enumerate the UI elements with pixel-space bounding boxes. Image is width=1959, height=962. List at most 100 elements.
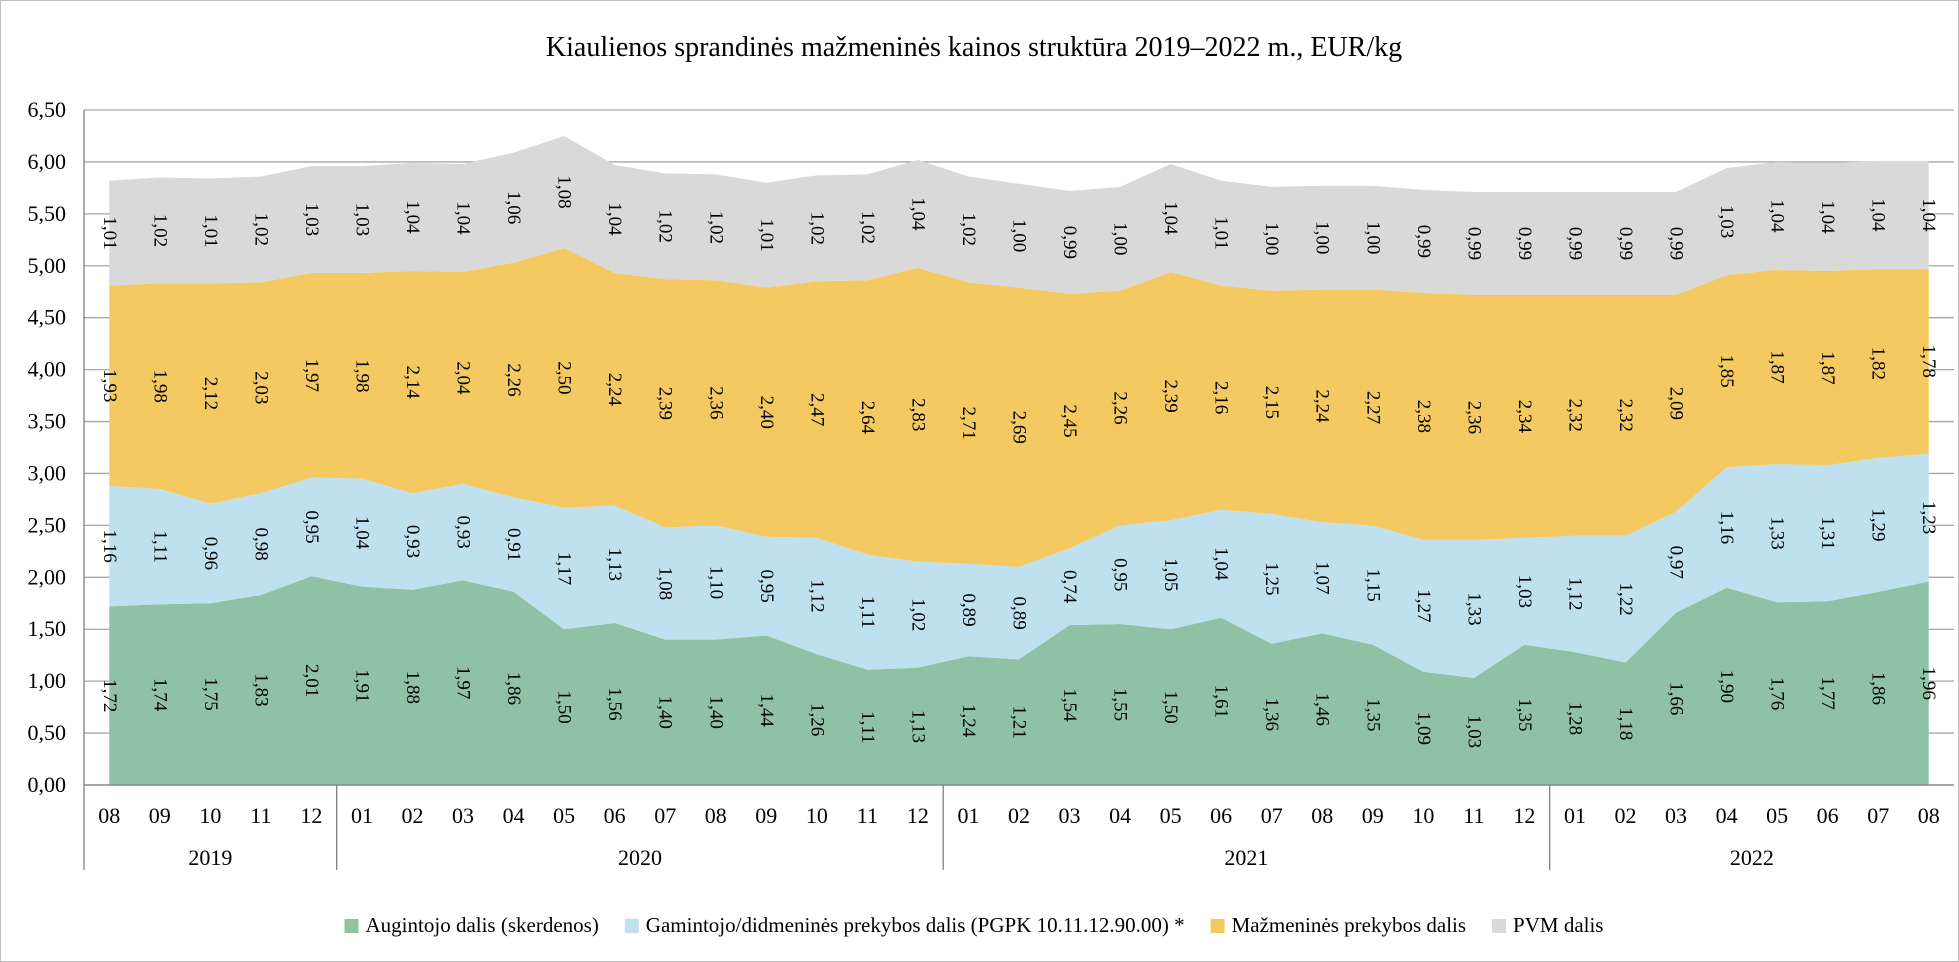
data-label: 1,02 <box>705 211 726 244</box>
area-series-1 <box>109 576 1929 785</box>
data-label: 1,02 <box>806 212 827 245</box>
data-label: 1,31 <box>1817 517 1838 550</box>
data-label: 1,29 <box>1868 508 1889 541</box>
x-tick-label: 08 <box>705 803 727 828</box>
data-label: 1,98 <box>149 370 170 403</box>
data-label: 0,99 <box>1615 227 1636 260</box>
x-tick-label: 12 <box>1513 803 1535 828</box>
year-label: 2021 <box>1224 845 1268 870</box>
data-label: 1,24 <box>958 704 979 738</box>
data-label: 0,95 <box>1110 558 1131 591</box>
area-series-4 <box>109 135 1929 295</box>
data-label: 0,99 <box>1514 227 1535 260</box>
series-areas <box>109 135 1929 785</box>
x-tick-label: 05 <box>1766 803 1788 828</box>
legend-swatch <box>1210 919 1225 933</box>
data-label: 2,24 <box>1312 389 1333 423</box>
data-label: 0,95 <box>301 510 322 543</box>
legend-item: PVM dalis <box>1492 913 1603 937</box>
data-label: 1,88 <box>402 671 423 704</box>
x-tick-label: 04 <box>1716 803 1738 828</box>
data-label: 0,96 <box>200 537 221 570</box>
data-label: 1,40 <box>705 696 726 729</box>
data-label: 1,21 <box>1009 706 1030 739</box>
data-label: 1,00 <box>1312 221 1333 254</box>
data-label: 0,97 <box>1666 546 1687 579</box>
y-tick-label: 4,50 <box>28 305 67 330</box>
y-tick-label: 5,00 <box>28 253 67 278</box>
data-label: 1,08 <box>655 567 676 600</box>
data-label: 1,86 <box>503 672 524 705</box>
data-label: 1,50 <box>1160 690 1181 723</box>
y-tick-label: 3,50 <box>28 409 67 434</box>
data-label: 1,04 <box>1160 201 1181 235</box>
chart-title: Kiaulienos sprandinės mažmeninės kainos … <box>546 32 1402 63</box>
x-tick-label: 03 <box>452 803 474 828</box>
data-label: 2,27 <box>1362 391 1383 424</box>
data-label: 2,32 <box>1564 399 1585 432</box>
data-label: 1,56 <box>604 687 625 720</box>
data-labels: 1,72 1,74 1,75 1,83 2,01 1,91 1,88 1,97 1,86 1,50… <box>99 175 1939 748</box>
x-tick-label: 10 <box>1412 803 1434 828</box>
x-tick-label: 05 <box>1160 803 1182 828</box>
y-tick-label: 4,00 <box>28 357 67 382</box>
x-tick-label: 04 <box>503 803 525 828</box>
data-label: 1,46 <box>1312 693 1333 726</box>
legend-label: Mažmeninės prekybos dalis <box>1232 913 1466 937</box>
data-label: 1,02 <box>149 214 170 247</box>
data-label: 2,83 <box>907 398 928 431</box>
data-label: 0,74 <box>1059 570 1080 604</box>
data-label: 1,17 <box>554 552 575 585</box>
data-label: 1,12 <box>1564 577 1585 610</box>
x-tick-label: 10 <box>806 803 828 828</box>
data-label: 1,91 <box>351 669 372 702</box>
data-label: 2,15 <box>1261 386 1282 419</box>
x-tick-label: 09 <box>149 803 171 828</box>
data-label: 1,75 <box>200 678 221 711</box>
x-tick-label: 11 <box>857 803 878 828</box>
data-label: 1,82 <box>1868 347 1889 380</box>
data-label: 1,76 <box>1767 677 1788 710</box>
data-label: 1,02 <box>958 213 979 246</box>
data-label: 1,00 <box>1009 219 1030 252</box>
data-label: 0,89 <box>958 593 979 626</box>
data-label: 2,32 <box>1615 399 1636 432</box>
data-label: 2,01 <box>301 664 322 697</box>
data-label: 1,04 <box>604 202 625 236</box>
x-tick-label: 02 <box>402 803 424 828</box>
data-label: 0,99 <box>1666 227 1687 260</box>
data-label: 1,85 <box>1716 355 1737 388</box>
data-label: 2,03 <box>250 371 271 404</box>
y-tick-label: 0,50 <box>28 720 67 745</box>
legend-item: Augintojo dalis (skerdenos) <box>344 913 599 937</box>
y-axis: 0,00 0,50 1,00 1,50 2,00 2,50 3,00 3,50 4,00 4,50… <box>28 97 67 797</box>
data-label: 2,26 <box>503 363 524 396</box>
data-label: 1,03 <box>1514 575 1535 608</box>
data-label: 2,47 <box>806 393 827 426</box>
x-tick-label: 02 <box>1008 803 1030 828</box>
data-label: 1,50 <box>554 690 575 723</box>
data-label: 0,93 <box>453 516 474 549</box>
data-label: 1,33 <box>1767 517 1788 550</box>
data-label: 2,04 <box>453 361 474 395</box>
data-label: 1,33 <box>1463 592 1484 625</box>
data-label: 1,86 <box>1868 672 1889 705</box>
data-label: 1,04 <box>1868 198 1889 232</box>
x-tick-label: 01 <box>351 803 373 828</box>
data-label: 2,64 <box>857 401 878 435</box>
data-label: 0,91 <box>503 528 524 561</box>
data-label: 0,98 <box>250 527 271 560</box>
data-label: 1,04 <box>402 200 423 234</box>
data-label: 1,04 <box>1767 199 1788 233</box>
data-label: 1,15 <box>1362 568 1383 601</box>
y-tick-label: 5,50 <box>28 201 67 226</box>
data-label: 1,05 <box>1160 558 1181 591</box>
data-label: 1,25 <box>1261 562 1282 595</box>
data-label: 1,03 <box>301 203 322 236</box>
x-tick-label: 05 <box>553 803 575 828</box>
data-label: 1,04 <box>351 516 372 550</box>
data-label: 1,66 <box>1666 682 1687 715</box>
data-label: 1,98 <box>351 359 372 392</box>
data-label: 1,35 <box>1362 698 1383 731</box>
